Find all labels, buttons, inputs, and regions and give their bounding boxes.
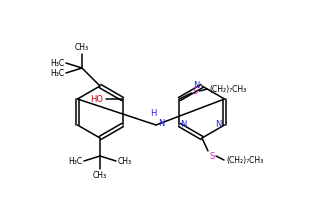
Text: (CH₂)₇CH₃: (CH₂)₇CH₃ — [210, 84, 247, 94]
Text: H₃C: H₃C — [50, 68, 64, 77]
Text: N: N — [193, 81, 199, 90]
Text: CH₃: CH₃ — [118, 156, 132, 165]
Text: S: S — [193, 86, 198, 95]
Text: CH₃: CH₃ — [75, 43, 89, 52]
Text: N: N — [158, 119, 164, 128]
Text: N: N — [180, 119, 187, 128]
Text: N: N — [215, 119, 221, 128]
Text: H: H — [150, 109, 156, 118]
Text: (CH₂)₇CH₃: (CH₂)₇CH₃ — [226, 156, 263, 165]
Text: CH₃: CH₃ — [93, 171, 107, 180]
Text: HO: HO — [91, 95, 103, 103]
Text: H₃C: H₃C — [68, 156, 82, 165]
Text: S: S — [209, 152, 215, 161]
Text: H₃C: H₃C — [50, 59, 64, 68]
